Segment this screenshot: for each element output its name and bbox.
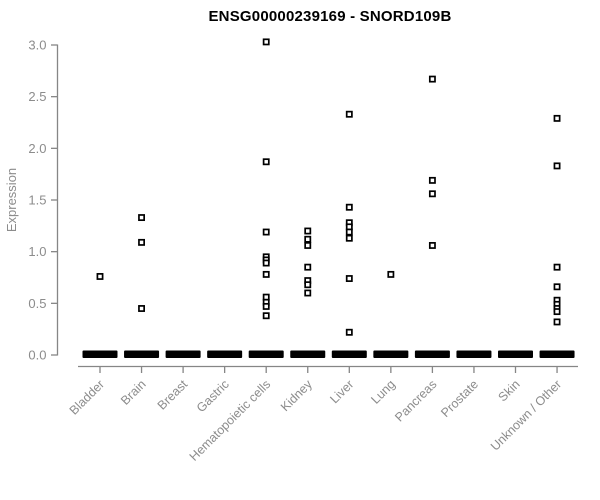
data-point — [428, 242, 436, 249]
zero-cluster-band — [331, 350, 367, 358]
x-tick-label: Kidney — [278, 377, 315, 414]
zero-cluster-band — [248, 350, 284, 358]
zero-cluster-band — [456, 350, 492, 358]
data-point — [304, 235, 312, 243]
data-point — [428, 176, 436, 184]
data-point — [138, 238, 145, 246]
data-point — [553, 263, 561, 271]
data-point — [304, 263, 312, 271]
data-point — [553, 162, 561, 170]
data-point — [96, 273, 104, 280]
data-point — [304, 227, 312, 235]
x-tick-label: Bladder — [67, 377, 107, 417]
data-point — [345, 203, 353, 211]
data-point — [553, 114, 561, 122]
zero-cluster-band — [165, 350, 201, 358]
data-point — [345, 110, 353, 118]
zero-cluster-band — [207, 350, 243, 358]
data-point — [345, 275, 353, 282]
y-axis-title: Expression — [4, 168, 19, 232]
data-point — [304, 289, 312, 297]
x-tick-label: Unknown / Other — [488, 377, 564, 453]
data-point — [304, 242, 312, 249]
data-point — [387, 270, 395, 278]
data-point — [553, 308, 561, 316]
data-point — [262, 312, 270, 320]
zero-cluster-band — [124, 350, 160, 358]
data-point — [262, 270, 270, 278]
x-tick-label: Hematopoietic cells — [187, 377, 274, 464]
data-point — [262, 259, 270, 267]
y-tick-label: 0.5 — [28, 296, 46, 311]
y-tick-label: 1.5 — [28, 193, 46, 208]
data-point — [428, 190, 436, 198]
x-tick-label: Gastric — [194, 377, 232, 415]
zero-cluster-band — [290, 350, 326, 358]
zero-cluster-band — [498, 350, 533, 358]
data-point — [262, 228, 270, 236]
data-point — [138, 305, 145, 312]
zero-cluster-band — [373, 350, 409, 358]
data-point — [262, 158, 270, 166]
data-point — [345, 328, 353, 336]
data-point — [553, 318, 561, 326]
y-tick-label: 2.5 — [28, 89, 46, 104]
data-point — [262, 302, 270, 310]
x-tick-label: Lung — [368, 377, 398, 407]
data-point — [262, 38, 270, 46]
x-tick-label: Brain — [118, 377, 149, 408]
x-tick-label: Skin — [496, 377, 523, 404]
x-tick-label: Breast — [155, 377, 191, 413]
y-tick-label: 2.0 — [28, 141, 46, 156]
x-tick-label: Liver — [327, 377, 356, 406]
data-point — [345, 234, 353, 242]
x-tick-label: Pancreas — [392, 377, 439, 424]
zero-cluster-band — [539, 350, 575, 358]
x-tick-label: Prostate — [438, 377, 481, 420]
data-point — [428, 75, 436, 83]
y-tick-label: 1.0 — [28, 244, 46, 259]
data-point — [553, 283, 561, 291]
data-point — [304, 281, 312, 289]
chart-title: ENSG00000239169 - SNORD109B — [208, 8, 452, 25]
y-tick-label: 3.0 — [28, 38, 46, 53]
data-point — [345, 228, 353, 236]
zero-cluster-band — [414, 350, 450, 358]
zero-cluster-band — [82, 350, 118, 358]
y-tick-label: 0.0 — [28, 348, 46, 363]
data-point — [138, 214, 145, 222]
